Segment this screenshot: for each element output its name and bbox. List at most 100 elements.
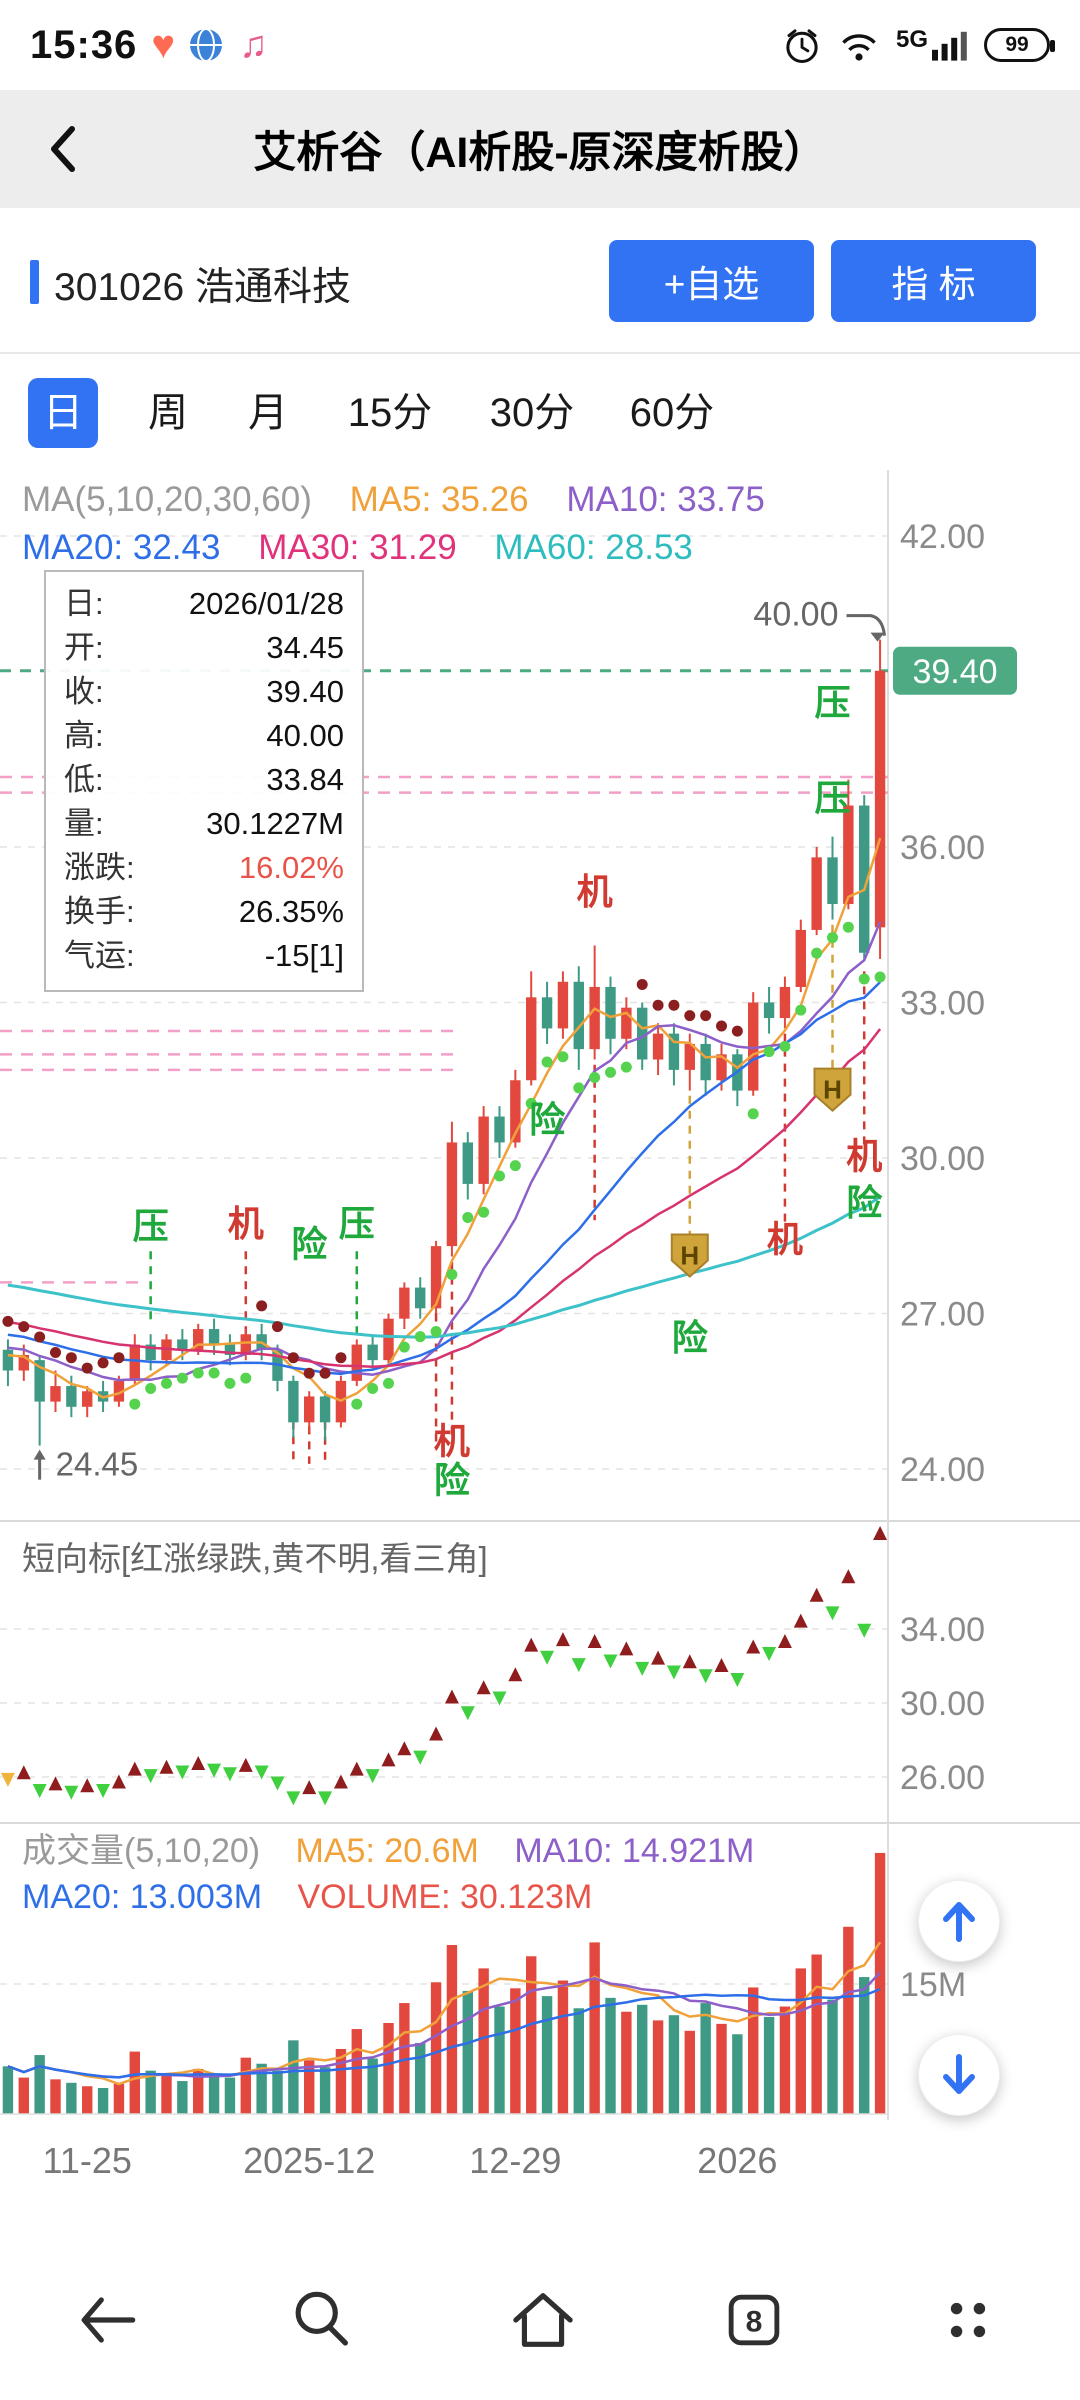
stock-row: 301026 浩通科技 +自选 指 标: [0, 208, 1080, 352]
x-axis: 11-25 2025-12 12-29 2026: [0, 2120, 1080, 2200]
svg-text:险: 险: [672, 1317, 709, 1358]
signal-bars-icon: [932, 31, 967, 61]
indicator-label: 短向标[红涨绿跌,黄不明,看三角]: [22, 1540, 488, 1577]
volume-panel[interactable]: 15M 成交量(5,10,20) MA5: 20.6M MA10: 14.921…: [0, 1824, 1080, 2120]
volume-ma20-label: MA20: 13.003M: [22, 1878, 263, 1916]
svg-text:机: 机: [228, 1203, 264, 1244]
nav-tabs-icon[interactable]: 8: [714, 2280, 794, 2360]
svg-text:26.00: 26.00: [900, 1759, 985, 1797]
period-tabs: 日 周 月 15分 30分 60分: [0, 354, 1080, 470]
svg-text:压: 压: [814, 682, 850, 723]
main-chart-panel[interactable]: 42.00 36.00 33.00 30.00 27.00 24.00 压机险压机险险机险机…: [0, 470, 1080, 1522]
svg-text:30.00: 30.00: [900, 1140, 985, 1178]
globe-icon: [187, 26, 225, 64]
stock-title: 301026 浩通科技: [54, 266, 351, 309]
alarm-clock-icon: [786, 29, 818, 64]
signal-icon: 5G: [896, 28, 968, 62]
scroll-up-button[interactable]: [918, 1880, 1000, 1962]
tooltip-row: 日: 2026/01/28: [64, 586, 344, 621]
volume-chart[interactable]: 15M: [0, 1824, 1080, 2120]
x-axis-label: 12-29: [469, 2140, 562, 2181]
tooltip: 日: 2026/01/28 开: 34.45 收: 39.40 高: 40.00 低: 33.84…: [44, 570, 364, 992]
tab-week[interactable]: 周: [148, 391, 188, 435]
svg-text:险: 险: [529, 1099, 566, 1140]
tab-day[interactable]: 日: [28, 378, 98, 448]
divider: [0, 352, 1080, 354]
svg-text:压: 压: [133, 1205, 169, 1246]
nav-search-icon[interactable]: [281, 2280, 361, 2360]
svg-text:24.00: 24.00: [900, 1451, 985, 1489]
svg-text:险: 险: [291, 1223, 328, 1264]
x-axis-label: 11-25: [42, 2140, 132, 2181]
tab-count-label: 8: [746, 2305, 763, 2338]
svg-text:15M: 15M: [900, 1966, 966, 2004]
tab-15min[interactable]: 15分: [347, 391, 433, 435]
volume-title: 成交量(5,10,20): [22, 1832, 261, 1870]
wifi-icon: [842, 34, 876, 61]
ma-header: MA(5,10,20,30,60) MA5: 35.26 MA10: 33.75…: [22, 476, 793, 572]
volume-ma5-label: MA5: 20.6M: [295, 1832, 479, 1870]
svg-text:压: 压: [339, 1203, 375, 1244]
svg-text:机: 机: [767, 1218, 803, 1259]
tab-30min[interactable]: 30分: [489, 391, 575, 435]
svg-text:40.00: 40.00: [753, 596, 838, 634]
stock-accent-bar: [30, 260, 39, 304]
add-watchlist-button[interactable]: +自选: [609, 240, 814, 322]
volume-value-label: VOLUME: 30.123M: [297, 1878, 593, 1916]
ma60-label: MA60: 28.53: [494, 528, 693, 567]
x-axis-label: 2026: [697, 2140, 778, 2181]
tooltip-row: 低: 33.84: [64, 762, 344, 797]
svg-text:33.00: 33.00: [900, 985, 985, 1023]
svg-text:压: 压: [814, 778, 850, 819]
scroll-down-button[interactable]: [918, 2034, 1000, 2116]
network-type-label: 5G: [895, 26, 928, 53]
svg-text:39.40: 39.40: [912, 653, 997, 691]
tooltip-row: 量: 30.1227M: [64, 806, 344, 841]
svg-text:42.00: 42.00: [900, 518, 985, 556]
tab-month[interactable]: 月: [248, 391, 288, 435]
svg-text:H: H: [823, 1075, 842, 1105]
tooltip-row: 开: 34.45: [64, 630, 344, 665]
tooltip-row: 气运: -15[1]: [64, 938, 344, 973]
app-header: 艾析谷（AI析股-原深度析股）: [0, 90, 1080, 208]
battery-level: 99: [1005, 33, 1029, 56]
svg-text:27.00: 27.00: [900, 1296, 985, 1334]
volume-ma10-label: MA10: 14.921M: [514, 1832, 755, 1870]
svg-text:机: 机: [846, 1135, 882, 1176]
battery-icon: 99: [984, 28, 1055, 62]
tooltip-row: 收: 39.40: [64, 674, 344, 709]
svg-text:机: 机: [434, 1420, 470, 1461]
indicator-chart[interactable]: 34.00 30.00 26.00: [0, 1522, 1080, 1824]
tab-60min[interactable]: 60分: [629, 391, 715, 435]
nav-menu-icon[interactable]: [928, 2280, 1008, 2360]
bottom-nav: 8: [0, 2240, 1080, 2400]
x-axis-label: 2025-12: [243, 2140, 376, 2181]
arrow-up-icon: [943, 1902, 975, 1942]
indicator-button[interactable]: 指 标: [831, 240, 1036, 322]
svg-text:24.45: 24.45: [56, 1446, 139, 1483]
tooltip-row: 高: 40.00: [64, 718, 344, 753]
ma10-label: MA10: 33.75: [566, 480, 765, 519]
nav-back-icon[interactable]: [67, 2280, 147, 2360]
svg-text:34.00: 34.00: [900, 1611, 985, 1649]
tooltip-row: 涨跌: 16.02%: [64, 850, 344, 885]
svg-text:H: H: [680, 1240, 699, 1270]
svg-text:机: 机: [577, 871, 613, 912]
heart-icon: ♥: [151, 23, 176, 67]
ma20-label: MA20: 32.43: [22, 528, 221, 567]
status-time: 15:36: [30, 22, 138, 67]
tooltip-row: 换手: 26.35%: [64, 894, 344, 929]
status-icons: 5G 99: [782, 25, 1055, 65]
music-note-icon: ♫: [239, 24, 268, 66]
arrow-down-icon: [943, 2054, 975, 2094]
page-title: 艾析谷（AI析股-原深度析股）: [253, 129, 827, 177]
svg-text:30.00: 30.00: [900, 1685, 985, 1723]
ma30-label: MA30: 31.29: [258, 528, 457, 567]
indicator-panel[interactable]: 34.00 30.00 26.00 短向标[红涨绿跌,黄不明,看三角]: [0, 1522, 1080, 1824]
svg-text:险: 险: [846, 1182, 883, 1223]
back-icon[interactable]: [34, 117, 98, 181]
nav-home-icon[interactable]: [503, 2280, 583, 2360]
ma-group-label: MA(5,10,20,30,60): [22, 480, 312, 519]
